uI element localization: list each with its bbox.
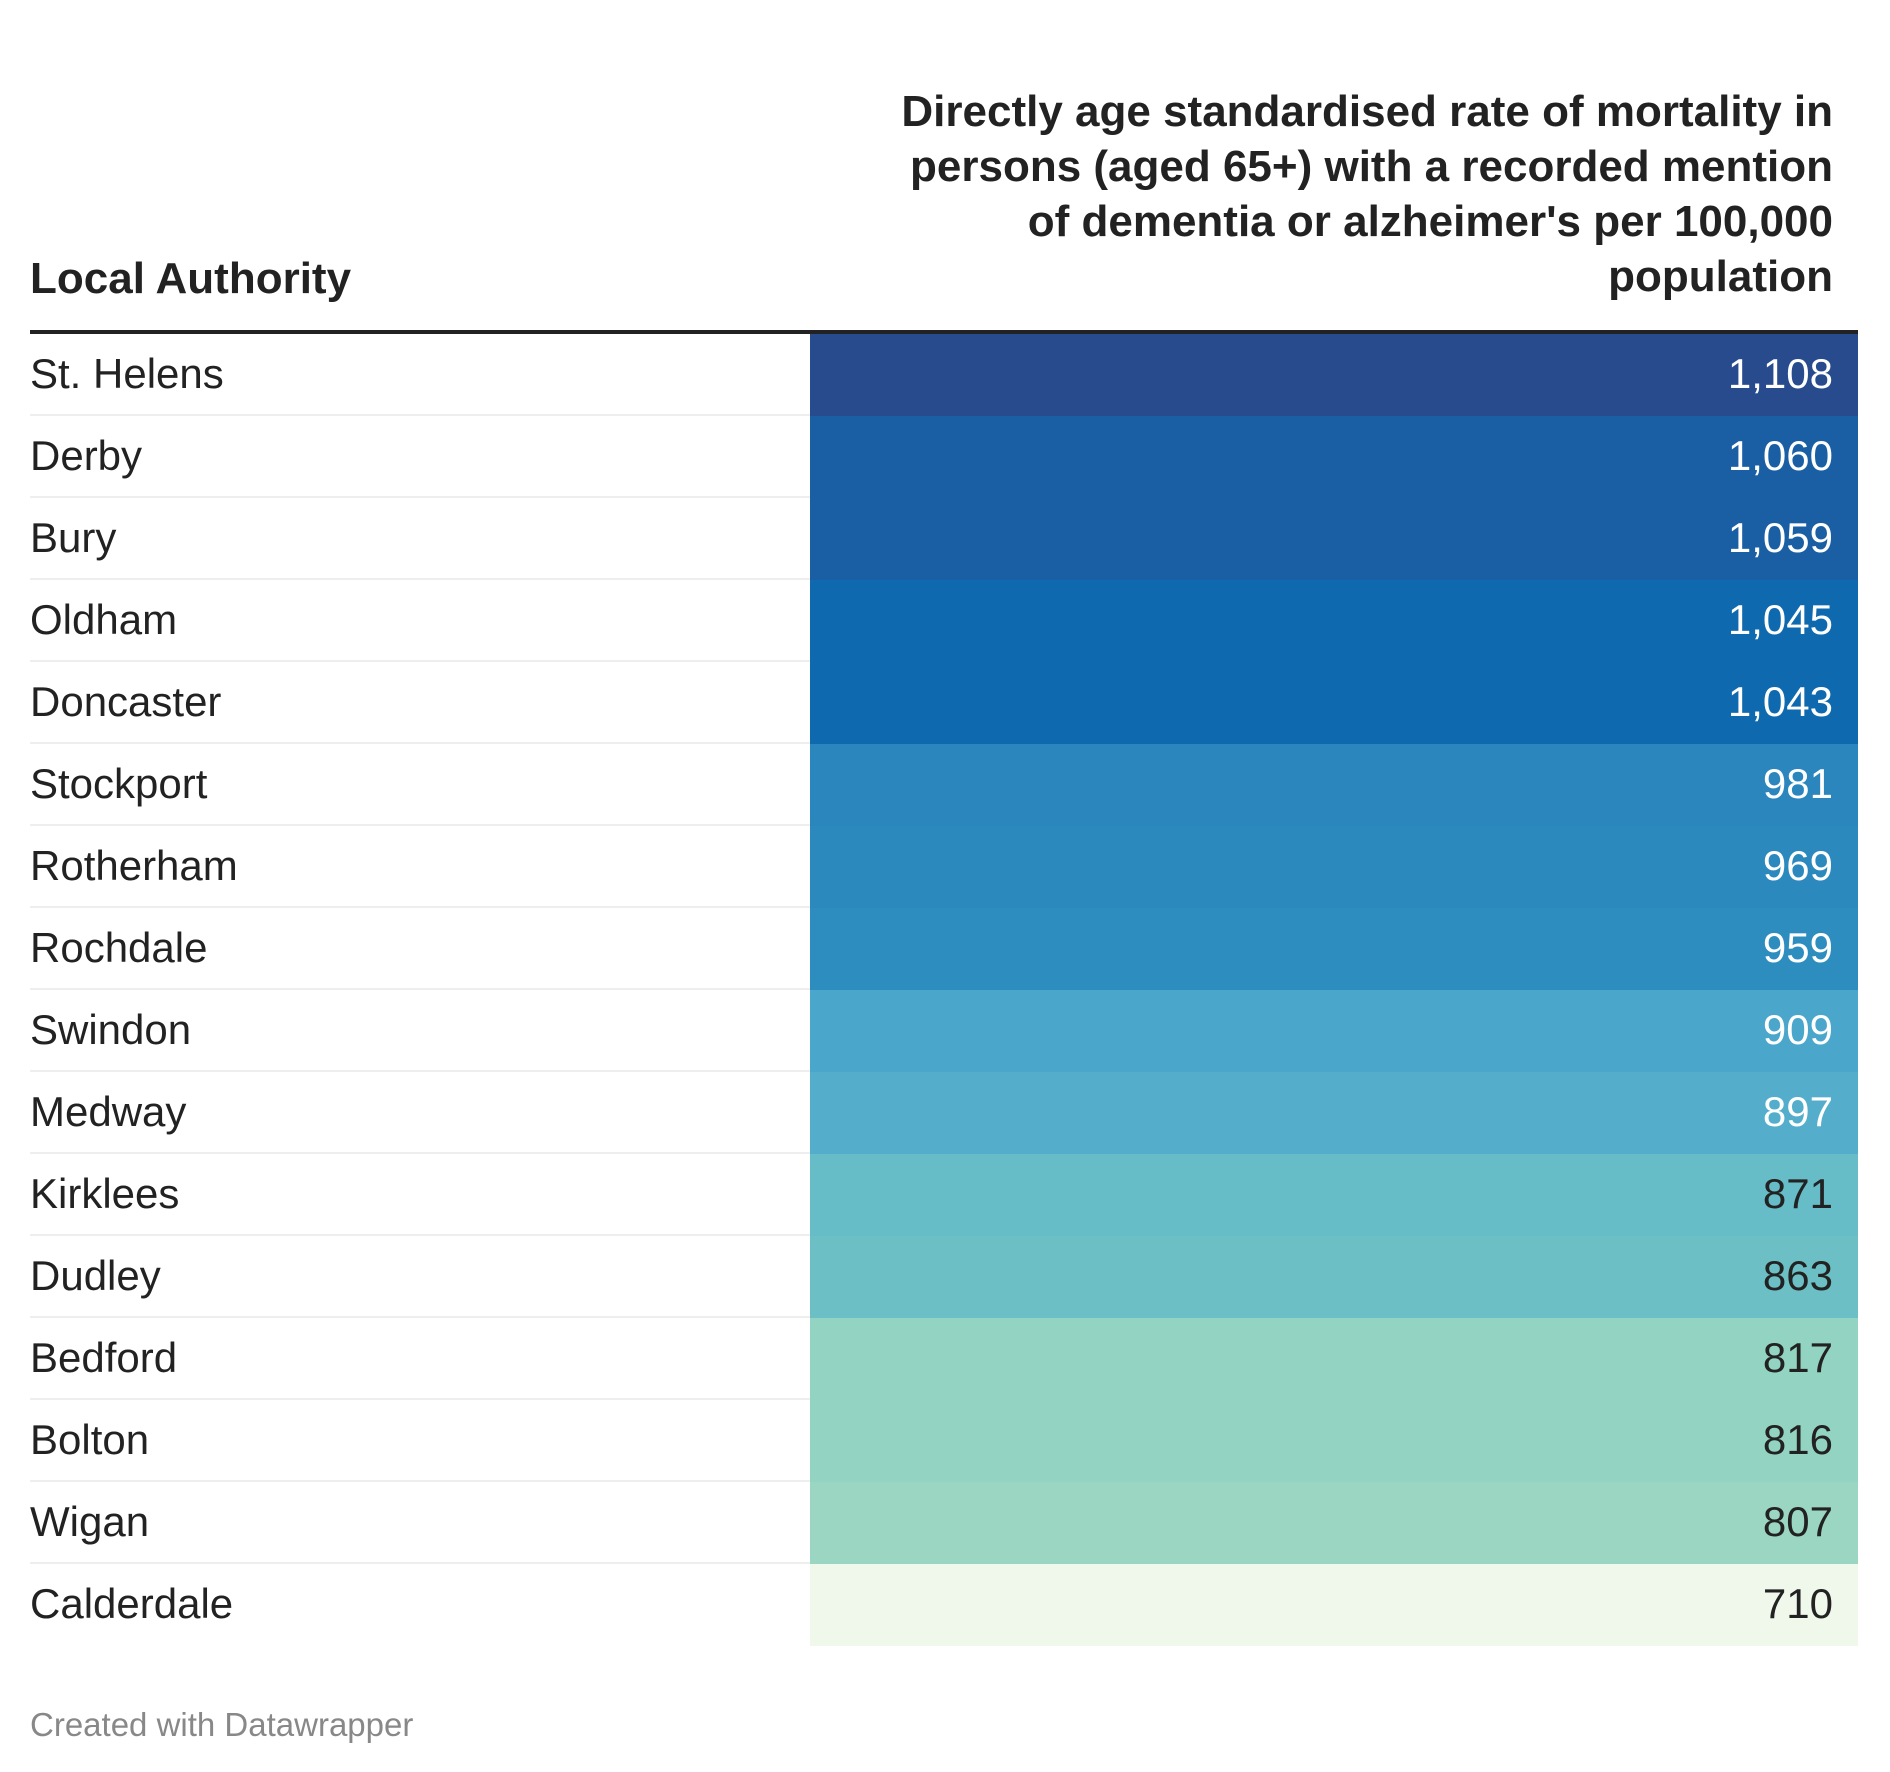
- column-header-line: of dementia or alzheimer's per 100,000: [1027, 197, 1833, 246]
- table-row: Oldham 1,045: [30, 580, 1858, 662]
- mortality-rate-cell: 816: [810, 1400, 1858, 1482]
- local-authority-name: Wigan: [30, 1498, 150, 1545]
- table-row: St. Helens 1,108: [30, 334, 1858, 416]
- mortality-rate-cell: 981: [810, 744, 1858, 826]
- table-row: Doncaster 1,043: [30, 662, 1858, 744]
- table-row: Kirklees 871: [30, 1154, 1858, 1236]
- mortality-rate-cell: 863: [810, 1236, 1858, 1318]
- column-header-local-authority: Local Authority: [30, 254, 352, 303]
- mortality-rate-cell: 1,043: [810, 662, 1858, 744]
- mortality-rate-cell: 710: [810, 1564, 1858, 1646]
- local-authority-name: Medway: [30, 1088, 187, 1135]
- mortality-rate-cell: 959: [810, 908, 1858, 990]
- local-authority-name: Calderdale: [30, 1580, 234, 1627]
- local-authority-name: Derby: [30, 432, 143, 479]
- mortality-rate-cell: 897: [810, 1072, 1858, 1154]
- mortality-rate-cell: 969: [810, 826, 1858, 908]
- column-header-mortality-rate: Directly age standardised rate of mortal…: [833, 84, 1833, 304]
- local-authority-name: Bedford: [30, 1334, 178, 1381]
- local-authority-name: Stockport: [30, 760, 208, 807]
- local-authority-name: Oldham: [30, 596, 178, 643]
- table-row: Stockport 981: [30, 744, 1858, 826]
- local-authority-name: St. Helens: [30, 350, 224, 397]
- local-authority-name: Rotherham: [30, 842, 238, 889]
- table-row: Derby 1,060: [30, 416, 1858, 498]
- table-body: St. Helens 1,108 Derby 1,060 Bury 1,059 Oldham…: [30, 334, 1858, 1646]
- local-authority-name: Swindon: [30, 1006, 192, 1053]
- footer-credit: Created with Datawrapper: [30, 1706, 414, 1743]
- table-row: Dudley 863: [30, 1236, 1858, 1318]
- local-authority-name: Doncaster: [30, 678, 222, 725]
- mortality-rate-cell: 909: [810, 990, 1858, 1072]
- table-row: Medway 897: [30, 1072, 1858, 1154]
- local-authority-name: Kirklees: [30, 1170, 180, 1217]
- table-row: Calderdale 710: [30, 1564, 1858, 1646]
- local-authority-name: Rochdale: [30, 924, 208, 971]
- local-authority-name: Bury: [30, 514, 117, 561]
- mortality-rate-cell: 1,060: [810, 416, 1858, 498]
- mortality-rate-cell: 817: [810, 1318, 1858, 1400]
- table-row: Bury 1,059: [30, 498, 1858, 580]
- local-authority-name: Bolton: [30, 1416, 150, 1463]
- mortality-rate-cell: 807: [810, 1482, 1858, 1564]
- table-row: Swindon 909: [30, 990, 1858, 1072]
- mortality-rate-cell: 1,045: [810, 580, 1858, 662]
- table-row: Bedford 817: [30, 1318, 1858, 1400]
- column-header-line: population: [1608, 252, 1833, 301]
- mortality-rate-cell: 871: [810, 1154, 1858, 1236]
- table-row: Rochdale 959: [30, 908, 1858, 990]
- table-row: Rotherham 969: [30, 826, 1858, 908]
- table-row: Wigan 807: [30, 1482, 1858, 1564]
- column-header-line: Directly age standardised rate of mortal…: [901, 87, 1833, 136]
- table-header: Local Authority Directly age standardise…: [30, 80, 1858, 334]
- table-row: Bolton 816: [30, 1400, 1858, 1482]
- mortality-rate-cell: 1,108: [810, 334, 1858, 416]
- data-table: Local Authority Directly age standardise…: [30, 80, 1858, 1646]
- local-authority-name: Dudley: [30, 1252, 161, 1299]
- mortality-rate-cell: 1,059: [810, 498, 1858, 580]
- column-header-line: persons (aged 65+) with a recorded menti…: [910, 142, 1833, 191]
